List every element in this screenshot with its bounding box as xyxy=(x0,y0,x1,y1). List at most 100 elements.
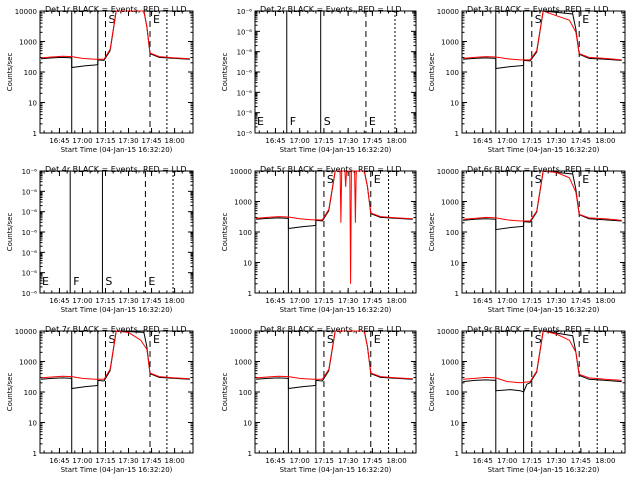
marker-label: S xyxy=(535,13,542,26)
events-line xyxy=(463,170,622,231)
y-tick-label: 10⁻⁶ xyxy=(22,188,38,196)
x-axis-label: Start Time (04-Jan-15 16:32:20) xyxy=(61,466,173,474)
events-line xyxy=(40,330,190,390)
x-tick-label: 17:00 xyxy=(72,457,92,465)
lld-line xyxy=(256,330,413,380)
marker-label: E xyxy=(257,115,264,128)
y-tick-label: 1 xyxy=(248,290,252,298)
x-tick-label: 16:45 xyxy=(265,457,285,465)
x-tick-label: 17:15 xyxy=(314,137,334,145)
x-tick-label: 17:45 xyxy=(571,457,591,465)
x-tick-label: 17:30 xyxy=(338,137,358,145)
x-tick-label: 17:45 xyxy=(141,457,161,465)
marker-label: S xyxy=(324,115,331,128)
x-tick-label: 17:00 xyxy=(72,137,92,145)
marker-label: E xyxy=(42,275,49,288)
y-tick-label: 100 xyxy=(446,389,459,397)
y-tick-label: 10⁻⁶ xyxy=(22,249,38,257)
y-tick-label: 1000 xyxy=(234,199,252,207)
plot-frame xyxy=(254,170,417,294)
x-tick-label: 18:00 xyxy=(164,457,184,465)
x-tick-label: 17:15 xyxy=(522,137,542,145)
marker-label: F xyxy=(290,115,296,128)
x-tick-label: 17:45 xyxy=(571,137,591,145)
plot-frame xyxy=(461,170,626,294)
y-tick-label: 10000 xyxy=(437,8,459,16)
events-line xyxy=(463,10,622,70)
panel-title: Det 7r BLACK = Events, RED = LLD xyxy=(45,325,187,334)
y-axis-label: Counts/sec xyxy=(428,373,436,412)
x-tick-label: 17:00 xyxy=(497,457,517,465)
x-tick-label: 17:15 xyxy=(95,137,115,145)
x-tick-label: 17:30 xyxy=(118,137,138,145)
x-tick-label: 16:45 xyxy=(473,457,493,465)
x-tick-label: 16:45 xyxy=(49,137,69,145)
y-tick-label: 10 xyxy=(450,260,459,268)
y-axis-label: Counts/sec xyxy=(221,53,229,92)
marker-label: E xyxy=(374,173,381,186)
x-tick-label: 18:00 xyxy=(387,297,407,305)
x-tick-label: 17:45 xyxy=(571,297,591,305)
plot-frame xyxy=(461,10,626,134)
events-line xyxy=(40,10,190,69)
x-axis-label: Start Time (04-Jan-15 16:32:20) xyxy=(280,306,392,314)
x-tick-label: 16:45 xyxy=(473,297,493,305)
x-tick-label: 17:30 xyxy=(338,457,358,465)
y-tick-label: 10000 xyxy=(437,168,459,176)
x-tick-label: 16:45 xyxy=(49,457,69,465)
x-tick-label: 17:15 xyxy=(95,457,115,465)
y-tick-label: 10⁻⁶ xyxy=(237,8,253,16)
y-axis-label: Counts/sec xyxy=(428,53,436,92)
marker-label: S xyxy=(535,333,542,346)
y-tick-label: 1000 xyxy=(19,359,37,367)
marker-label: E xyxy=(148,275,155,288)
y-tick-label: 1 xyxy=(455,130,459,138)
y-tick-label: 100 xyxy=(446,229,459,237)
x-tick-label: 17:45 xyxy=(141,297,161,305)
lld-line xyxy=(463,330,622,384)
x-tick-label: 17:45 xyxy=(141,137,161,145)
y-tick-label: 10⁻⁶ xyxy=(237,130,253,138)
y-tick-label: 1000 xyxy=(441,39,459,47)
marker-label: F xyxy=(73,275,79,288)
x-tick-label: 17:15 xyxy=(522,297,542,305)
marker-label: E xyxy=(582,13,589,26)
events-line xyxy=(256,170,413,230)
y-tick-label: 10 xyxy=(243,260,252,268)
x-tick-label: 17:00 xyxy=(497,297,517,305)
x-tick-label: 17:00 xyxy=(497,137,517,145)
x-tick-label: 17:30 xyxy=(118,457,138,465)
y-tick-label: 10⁻⁶ xyxy=(237,89,253,97)
lld-line xyxy=(463,170,622,222)
plot-frame xyxy=(39,330,194,454)
events-line xyxy=(256,330,413,390)
plot-frame xyxy=(39,170,194,294)
y-tick-label: 10⁻⁶ xyxy=(22,209,38,217)
y-tick-label: 10⁻⁶ xyxy=(237,28,253,36)
y-tick-label: 100 xyxy=(239,229,252,237)
y-axis-label: Counts/sec xyxy=(221,373,229,412)
x-axis-label: Start Time (04-Jan-15 16:32:20) xyxy=(280,146,392,154)
marker-label: S xyxy=(535,173,542,186)
x-tick-label: 17:30 xyxy=(546,137,566,145)
x-tick-label: 17:15 xyxy=(314,297,334,305)
y-tick-label: 100 xyxy=(24,69,37,77)
y-tick-label: 10000 xyxy=(230,328,252,336)
y-tick-label: 1000 xyxy=(234,359,252,367)
x-tick-label: 18:00 xyxy=(387,137,407,145)
x-axis-label: Start Time (04-Jan-15 16:32:20) xyxy=(488,466,600,474)
y-tick-label: 100 xyxy=(24,389,37,397)
marker-label: S xyxy=(108,13,115,26)
x-tick-label: 18:00 xyxy=(595,457,615,465)
x-tick-label: 17:45 xyxy=(362,137,382,145)
panel-title: Det 6r BLACK = Events, RED = LLD xyxy=(467,165,609,174)
y-axis-label: Counts/sec xyxy=(6,373,14,412)
x-tick-label: 18:00 xyxy=(164,137,184,145)
y-tick-label: 10 xyxy=(28,100,37,108)
